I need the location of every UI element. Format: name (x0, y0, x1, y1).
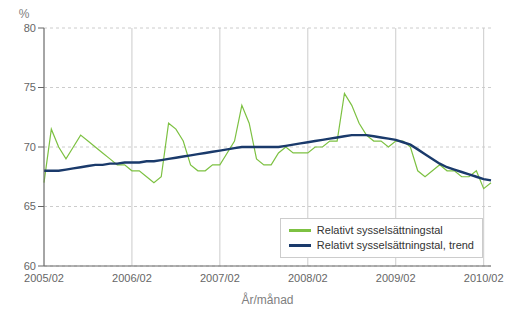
svg-text:2006/02: 2006/02 (112, 272, 152, 284)
svg-text:2009/02: 2009/02 (376, 272, 416, 284)
svg-text:70: 70 (24, 141, 36, 153)
svg-text:2010/02: 2010/02 (464, 272, 504, 284)
svg-text:År/månad: År/månad (241, 292, 293, 307)
svg-text:75: 75 (24, 81, 36, 93)
svg-text:60: 60 (24, 260, 36, 272)
svg-text:65: 65 (24, 200, 36, 212)
svg-text:2005/02: 2005/02 (24, 272, 64, 284)
svg-text:80: 80 (24, 22, 36, 34)
svg-text:2007/02: 2007/02 (200, 272, 240, 284)
svg-text:2008/02: 2008/02 (288, 272, 328, 284)
html-text:Relativt sysselsättningstal, t: Relativt sysselsättningstal, trend (316, 239, 474, 251)
svg-text:%: % (19, 7, 30, 21)
html-text:Relativt sysselsättningstal: Relativt sysselsättningstal (316, 224, 443, 236)
